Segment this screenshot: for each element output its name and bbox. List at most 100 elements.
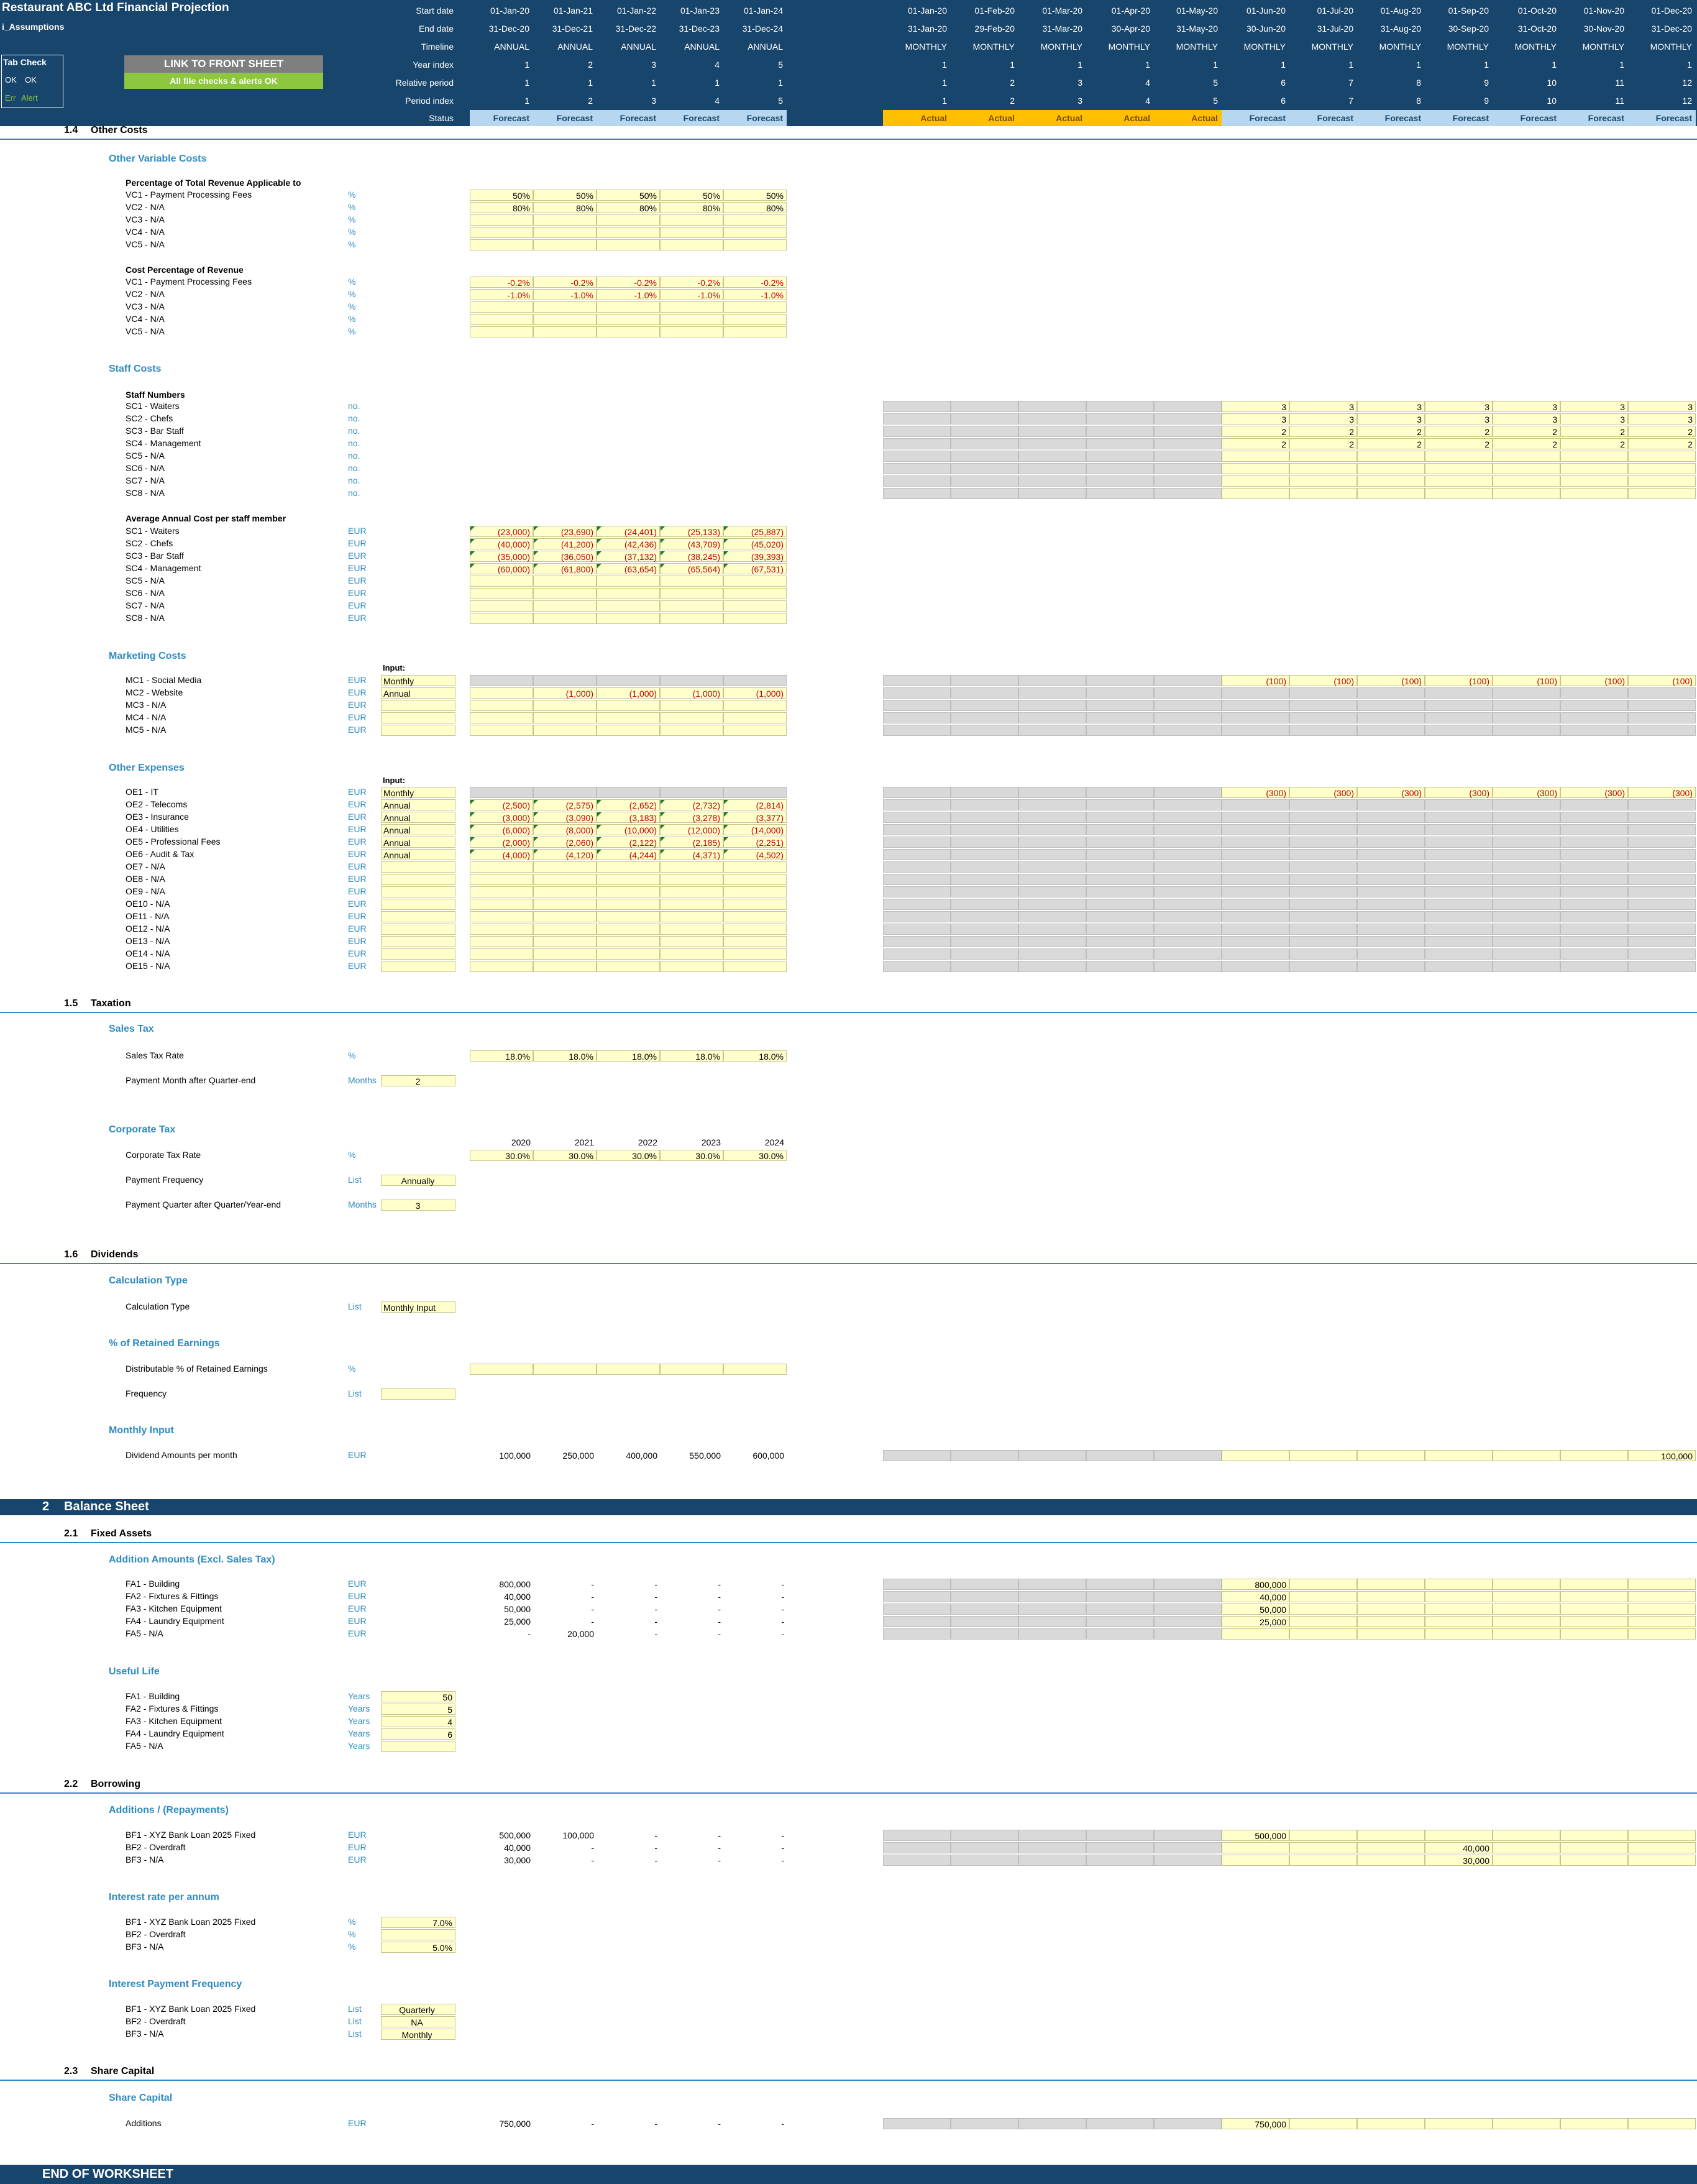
fixed-asset-monthly-input[interactable] [1560,1604,1628,1615]
expense-annual-input[interactable] [597,911,660,922]
interest-frequency-select[interactable]: NA [381,2016,455,2027]
staff-number-input[interactable] [1493,451,1560,462]
staff-cost-input[interactable] [533,613,597,624]
staff-cost-input[interactable] [470,588,533,599]
marketing-annual-input[interactable] [660,725,723,736]
expense-annual-input[interactable]: (3,183) [597,812,660,823]
marketing-annual-input[interactable] [660,700,723,711]
expense-annual-input[interactable] [660,899,723,910]
vc-cost-input[interactable]: -1.0% [533,289,597,300]
frequency-select[interactable] [381,861,455,873]
staff-number-input[interactable] [1425,463,1493,474]
expense-annual-input[interactable] [470,961,533,972]
expense-monthly-input[interactable]: (300) [1493,787,1560,798]
staff-number-input[interactable] [1560,463,1628,474]
vc-cost-input[interactable]: -0.2% [470,277,533,288]
expense-monthly-input[interactable]: (300) [1222,787,1289,798]
marketing-annual-input[interactable] [470,725,533,736]
vc-cost-input[interactable]: -1.0% [660,289,723,300]
staff-cost-input[interactable]: (24,401) [597,526,660,537]
fixed-asset-monthly-input[interactable]: 25,000 [1222,1616,1289,1627]
borrowing-monthly-input[interactable] [1357,1830,1425,1841]
staff-number-input[interactable]: 3 [1222,401,1289,412]
staff-number-input[interactable] [1560,451,1628,462]
staff-cost-input[interactable]: (42,436) [597,538,660,549]
expense-annual-input[interactable] [660,911,723,922]
vc-pct-input[interactable] [470,239,533,250]
frequency-select[interactable]: Monthly [381,787,455,798]
frequency-select[interactable] [381,911,455,922]
staff-number-input[interactable]: 3 [1425,413,1493,424]
expense-annual-input[interactable] [533,924,597,935]
staff-cost-input[interactable] [470,600,533,612]
staff-cost-input[interactable] [533,576,597,587]
expense-annual-input[interactable] [533,948,597,960]
marketing-monthly-input[interactable]: (100) [1628,675,1696,686]
staff-cost-input[interactable] [723,576,787,587]
marketing-monthly-input[interactable]: (100) [1222,675,1289,686]
staff-number-input[interactable]: 3 [1357,401,1425,412]
vc-cost-input[interactable]: -1.0% [723,289,787,300]
frequency-select[interactable]: Annual [381,812,455,823]
staff-cost-input[interactable] [723,613,787,624]
staff-number-input[interactable]: 3 [1357,413,1425,424]
staff-number-input[interactable] [1222,463,1289,474]
staff-cost-input[interactable] [660,588,723,599]
expense-annual-input[interactable] [723,899,787,910]
frequency-select[interactable]: Monthly [381,675,455,686]
share-capital-monthly-input[interactable] [1289,2118,1357,2129]
fixed-asset-monthly-input[interactable] [1222,1628,1289,1640]
vc-pct-input[interactable] [660,227,723,238]
staff-cost-input[interactable]: (38,245) [660,551,723,562]
payment-quarter-input[interactable]: 3 [381,1200,455,1211]
borrowing-monthly-input[interactable] [1357,1855,1425,1866]
sales-tax-rate-input[interactable]: 18.0% [660,1050,723,1062]
staff-cost-input[interactable]: (45,020) [723,538,787,549]
staff-number-input[interactable]: 2 [1357,438,1425,449]
expense-annual-input[interactable]: (2,000) [470,837,533,848]
expense-annual-input[interactable]: (4,502) [723,849,787,860]
expense-annual-input[interactable] [533,911,597,922]
marketing-monthly-input[interactable]: (100) [1493,675,1560,686]
frequency-select[interactable] [381,725,455,736]
useful-life-input[interactable]: 4 [381,1716,455,1727]
marketing-annual-input[interactable] [597,725,660,736]
fixed-asset-monthly-input[interactable]: 800,000 [1222,1579,1289,1590]
staff-number-input[interactable]: 2 [1628,438,1696,449]
marketing-annual-input[interactable] [723,725,787,736]
sales-tax-rate-input[interactable]: 18.0% [533,1050,597,1062]
staff-number-input[interactable] [1222,475,1289,487]
expense-annual-input[interactable] [470,936,533,947]
staff-number-input[interactable] [1222,488,1289,499]
expense-annual-input[interactable]: (2,814) [723,799,787,810]
expense-annual-input[interactable] [533,874,597,885]
vc-pct-input[interactable] [533,214,597,226]
expense-annual-input[interactable]: (4,244) [597,849,660,860]
staff-cost-input[interactable] [660,613,723,624]
expense-annual-input[interactable]: (2,652) [597,799,660,810]
fixed-asset-monthly-input[interactable] [1493,1616,1560,1627]
expense-annual-input[interactable] [597,886,660,897]
borrowing-monthly-input[interactable]: 40,000 [1425,1842,1493,1853]
fixed-asset-monthly-input[interactable] [1493,1591,1560,1602]
marketing-annual-input[interactable] [597,712,660,723]
share-capital-monthly-input[interactable] [1628,2118,1696,2129]
vc-pct-input[interactable] [660,214,723,226]
fixed-asset-monthly-input[interactable] [1357,1616,1425,1627]
expense-annual-input[interactable]: (2,060) [533,837,597,848]
staff-number-input[interactable]: 2 [1493,426,1560,437]
vc-cost-input[interactable] [597,301,660,313]
marketing-annual-input[interactable] [470,700,533,711]
dividend-monthly-input[interactable] [1493,1450,1560,1461]
fixed-asset-monthly-input[interactable] [1560,1616,1628,1627]
vc-cost-input[interactable] [660,301,723,313]
frequency-select[interactable]: Annual [381,837,455,848]
borrowing-monthly-input[interactable] [1628,1830,1696,1841]
distributable-pct-input[interactable] [597,1364,660,1375]
frequency-select[interactable] [381,700,455,711]
staff-cost-input[interactable] [660,576,723,587]
vc-pct-input[interactable] [597,214,660,226]
expense-annual-input[interactable]: (3,377) [723,812,787,823]
expense-annual-input[interactable] [660,886,723,897]
marketing-annual-input[interactable]: (1,000) [597,687,660,699]
